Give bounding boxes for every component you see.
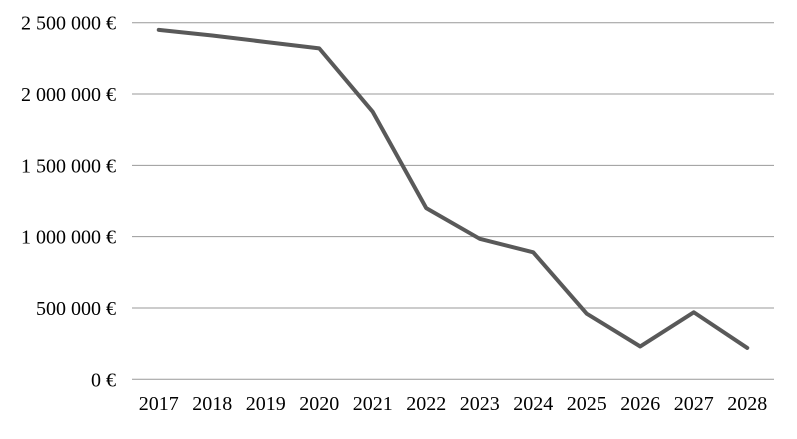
x-axis-label: 2018 — [192, 393, 232, 415]
x-axis-label: 2017 — [139, 393, 179, 415]
x-axis-label: 2022 — [406, 393, 446, 415]
y-tick-label: 0 € — [91, 369, 116, 391]
data-series-line — [156, 27, 750, 350]
x-axis-label: 2024 — [513, 393, 553, 415]
x-axis-label: 2027 — [674, 393, 714, 415]
x-axis-label: 2026 — [620, 393, 660, 415]
y-tick-label: 2 000 000 € — [21, 84, 116, 106]
x-axis-label: 2028 — [727, 393, 767, 415]
x-axis-label: 2020 — [299, 393, 339, 415]
y-tick-label: 1 000 000 € — [21, 227, 116, 249]
y-tick-label: 2 500 000 € — [21, 13, 116, 35]
y-tick-label: 500 000 € — [36, 298, 116, 320]
x-axis-label: 2025 — [567, 393, 607, 415]
x-axis-label: 2021 — [353, 393, 393, 415]
x-axis-label: 2019 — [246, 393, 286, 415]
x-axis-label: 2023 — [460, 393, 500, 415]
y-tick-label: 1 500 000 € — [21, 155, 116, 177]
